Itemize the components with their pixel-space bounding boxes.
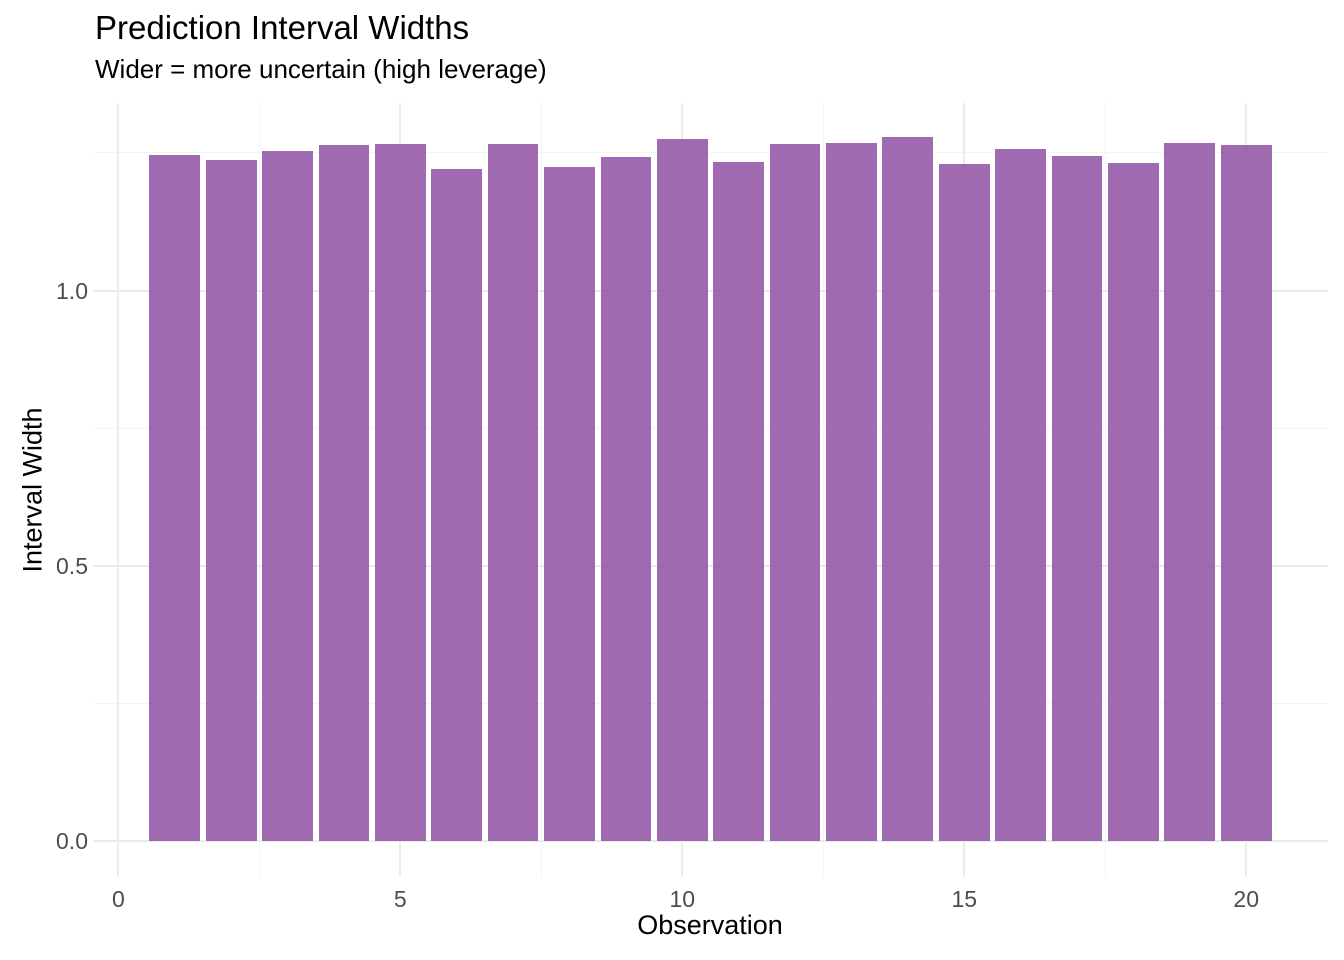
bar-observation-12	[769, 143, 821, 841]
x-tick-label: 0	[111, 886, 125, 912]
bar-observation-14	[882, 137, 934, 841]
bar-observation-19	[1164, 142, 1216, 841]
bar-observation-2	[205, 159, 257, 841]
bar-observation-20	[1220, 144, 1272, 841]
gridline-x-minor	[822, 103, 824, 877]
bar-observation-1	[149, 154, 201, 841]
x-tick-label: 5	[393, 886, 407, 912]
gridline-x-minor	[258, 103, 260, 877]
bar-observation-10	[656, 138, 708, 841]
gridline-y-minor	[93, 702, 1328, 704]
bar-observation-15	[938, 163, 990, 841]
x-tick-label: 15	[951, 886, 978, 912]
bar-observation-11	[713, 162, 765, 841]
gridline-x-minor	[1104, 103, 1106, 877]
y-tick-label: 0.0	[56, 827, 88, 854]
gridline-y-major	[93, 564, 1328, 567]
gridline-y-minor	[93, 152, 1328, 154]
bar-observation-4	[318, 144, 370, 841]
gridline-x-major	[117, 103, 120, 877]
bar-observation-7	[487, 143, 539, 841]
bar-observation-18	[1108, 162, 1159, 841]
bar-observation-9	[600, 156, 652, 841]
chart-subtitle: Wider = more uncertain (high leverage)	[95, 54, 547, 84]
chart-title: Prediction Interval Widths	[95, 9, 470, 46]
bar-observation-17	[1051, 155, 1103, 841]
y-tick-label: 0.5	[56, 552, 88, 579]
bar-observation-13	[826, 143, 877, 841]
bar-observation-8	[544, 167, 595, 841]
x-tick-label: 20	[1233, 886, 1260, 912]
bar-observation-5	[374, 143, 426, 841]
gridline-y-minor	[93, 427, 1328, 429]
y-tick-label: 1.0	[56, 277, 88, 304]
x-tick-label: 10	[669, 886, 696, 912]
bar-observation-6	[431, 169, 483, 841]
bar-observation-3	[262, 150, 313, 841]
gridline-x-minor	[540, 103, 542, 877]
bar-observation-16	[995, 148, 1047, 841]
y-axis-title: Interval Width	[17, 407, 48, 573]
gridline-y-major	[93, 289, 1328, 292]
gridline-y-major	[93, 839, 1328, 842]
x-axis-title: Observation	[637, 910, 783, 940]
plot-panel	[93, 103, 1328, 877]
